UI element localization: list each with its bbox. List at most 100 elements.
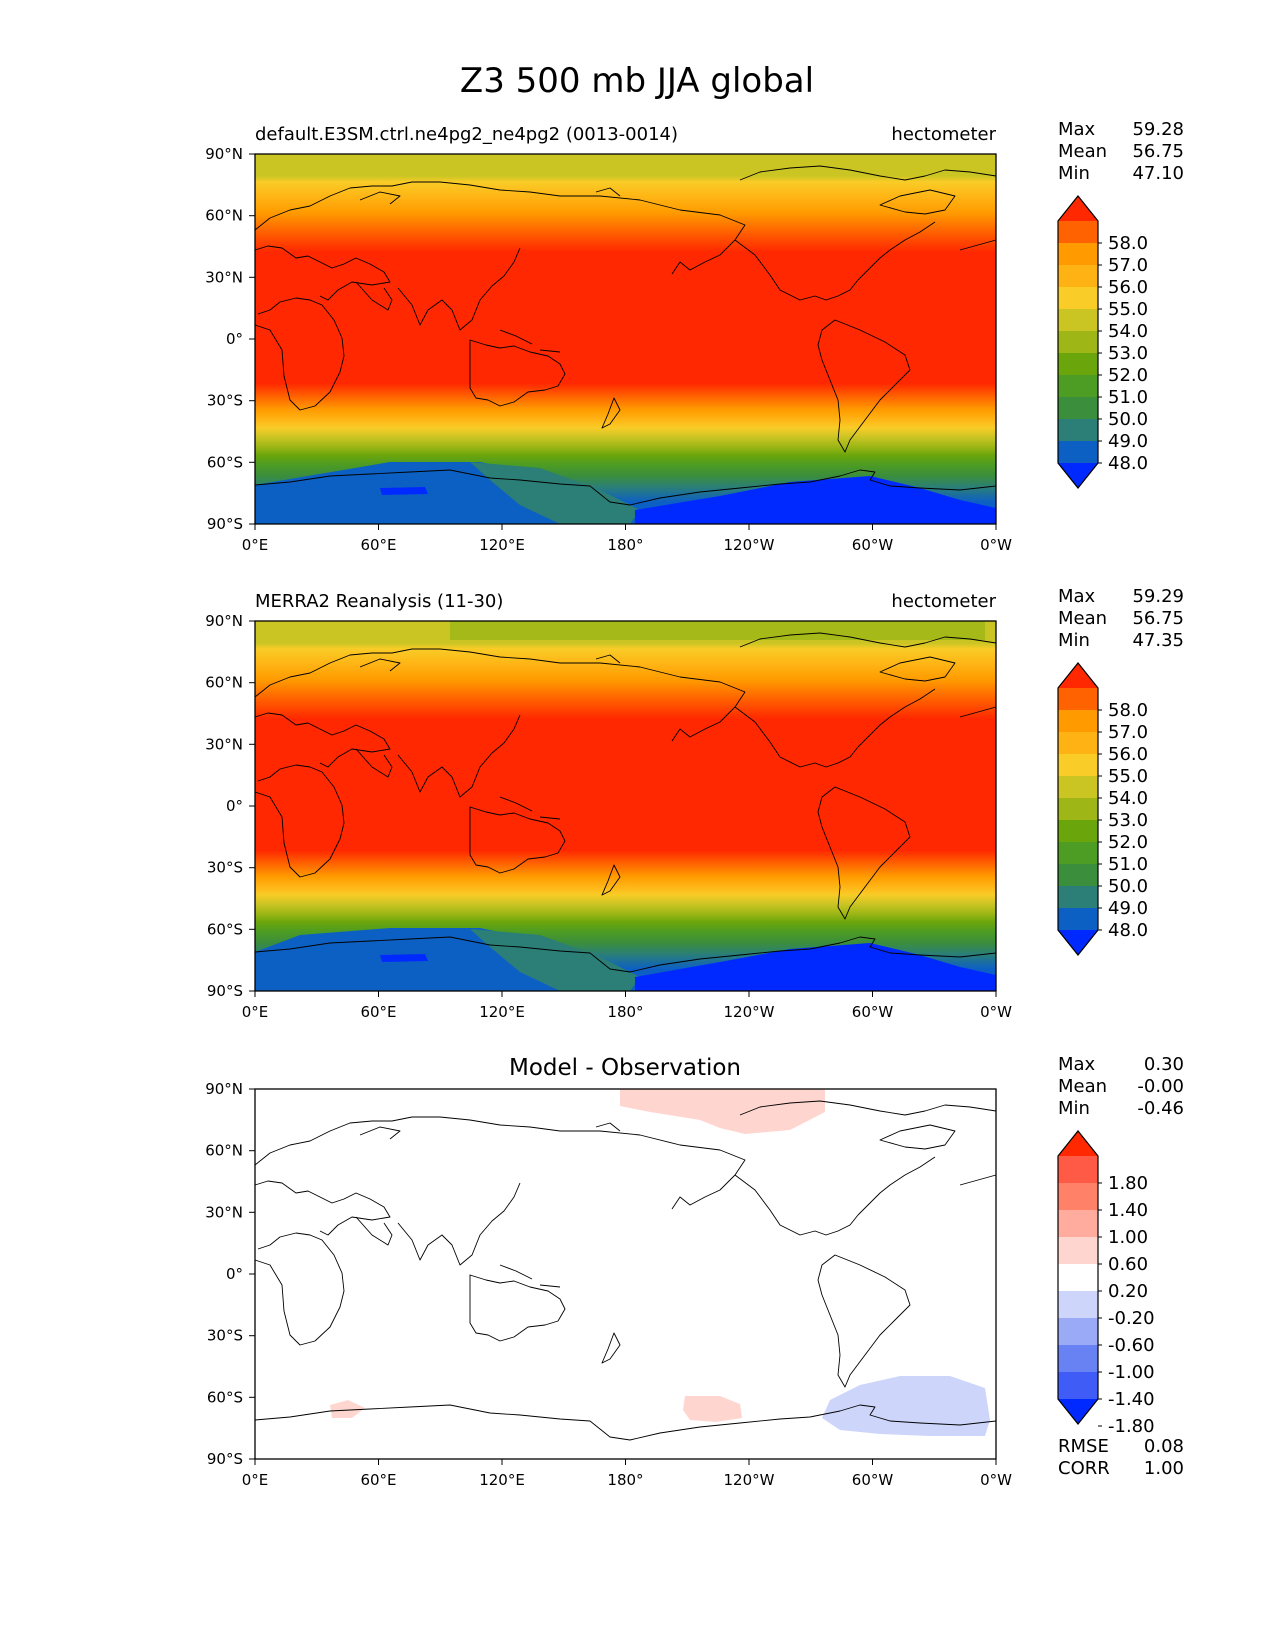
lat-tick-label: 30°S bbox=[207, 392, 243, 410]
colorbar-label: 49.0 bbox=[1108, 898, 1148, 919]
lon-tick-label: 60°W bbox=[852, 1471, 894, 1489]
lat-tick-label: 90°N bbox=[205, 612, 243, 630]
lat-tick-label: 90°S bbox=[207, 1450, 243, 1468]
colorbar-extend-bottom bbox=[1058, 930, 1098, 955]
lat-tick-label: 90°N bbox=[205, 145, 243, 163]
stat-value-corr: 1.00 bbox=[1144, 1458, 1184, 1479]
lon-tick-label: 0°W bbox=[980, 536, 1012, 554]
stat-label-min: Min bbox=[1058, 630, 1090, 651]
stat-label-mean: Mean bbox=[1058, 1076, 1107, 1097]
colorbar-label: 50.0 bbox=[1108, 409, 1148, 430]
colorbar-label: 55.0 bbox=[1108, 766, 1148, 787]
stat-value-rmse: 0.08 bbox=[1144, 1436, 1184, 1457]
lat-tick-label: 0° bbox=[226, 1265, 243, 1283]
colorbar-label: 49.0 bbox=[1108, 431, 1148, 452]
colorbar-label: 51.0 bbox=[1108, 387, 1148, 408]
panel-units-obs: hectometer bbox=[891, 591, 996, 612]
panel-obs: MERRA2 Reanalysis (11-30) hectometer bbox=[205, 586, 1184, 1021]
colorbar-segment bbox=[1058, 842, 1098, 865]
stat-value-max: 59.29 bbox=[1132, 586, 1184, 607]
stat-label-corr: CORR bbox=[1058, 1458, 1110, 1479]
stat-label-mean: Mean bbox=[1058, 141, 1107, 162]
lat-tick-label: 0° bbox=[226, 330, 243, 348]
stat-label-min: Min bbox=[1058, 1098, 1090, 1119]
stat-value-mean: 56.75 bbox=[1132, 141, 1184, 162]
stat-value-min: 47.35 bbox=[1132, 630, 1184, 651]
colorbar-label: 52.0 bbox=[1108, 365, 1148, 386]
colorbar-label: 54.0 bbox=[1108, 788, 1148, 809]
colorbar-label: 58.0 bbox=[1108, 233, 1148, 254]
colorbar-segment bbox=[1058, 353, 1098, 376]
lat-tick-label: 0° bbox=[226, 797, 243, 815]
panel-title-obs: MERRA2 Reanalysis (11-30) bbox=[255, 591, 503, 612]
stat-label-mean: Mean bbox=[1058, 608, 1107, 629]
colorbar-segment bbox=[1058, 397, 1098, 420]
colorbar-label: 58.0 bbox=[1108, 700, 1148, 721]
colorbar-segment bbox=[1058, 1183, 1098, 1211]
panel-diff: Model - Observation bbox=[205, 1054, 1184, 1489]
lat-tick-label: 30°N bbox=[205, 268, 243, 286]
lon-tick-label: 0°W bbox=[980, 1003, 1012, 1021]
lon-tick-label: 120°W bbox=[724, 1471, 775, 1489]
lat-tick-label: 60°N bbox=[205, 207, 243, 225]
stat-value-min: 47.10 bbox=[1132, 163, 1184, 184]
lon-tick-label: 60°E bbox=[360, 1003, 396, 1021]
panel-title-diff: Model - Observation bbox=[509, 1055, 741, 1081]
panel-title-model: default.E3SM.ctrl.ne4pg2_ne4pg2 (0013-00… bbox=[255, 124, 678, 145]
lat-tick-label: 60°S bbox=[207, 453, 243, 471]
lon-tick-label: 120°W bbox=[724, 536, 775, 554]
lat-tick-label: 60°N bbox=[205, 1142, 243, 1160]
lon-tick-label: 0°E bbox=[242, 1003, 269, 1021]
lon-tick-label: 180° bbox=[607, 1471, 643, 1489]
colorbar-label: 52.0 bbox=[1108, 832, 1148, 853]
lon-tick-label: 120°W bbox=[724, 1003, 775, 1021]
colorbar-model: 58.057.056.055.054.053.052.051.050.049.0… bbox=[1057, 195, 1148, 489]
colorbar-label: -0.20 bbox=[1108, 1308, 1155, 1329]
lon-axis-diff: 0°E 60°E 120°E 180° 120°W 60°W 0°W bbox=[242, 1459, 1012, 1489]
stat-value-max: 59.28 bbox=[1132, 119, 1184, 140]
colorbar-segment bbox=[1058, 375, 1098, 398]
lon-tick-label: 180° bbox=[607, 1003, 643, 1021]
colorbar-segment bbox=[1058, 331, 1098, 354]
colorbar-segment bbox=[1058, 419, 1098, 442]
colorbar-segment bbox=[1058, 1237, 1098, 1265]
colorbar-segment bbox=[1058, 688, 1098, 711]
stat-value-mean: 56.75 bbox=[1132, 608, 1184, 629]
lat-tick-label: 90°S bbox=[207, 515, 243, 533]
panel-model: default.E3SM.ctrl.ne4pg2_ne4pg2 (0013-00… bbox=[205, 119, 1184, 554]
colorbar-label: 48.0 bbox=[1108, 920, 1148, 941]
colorbar-label: -1.40 bbox=[1108, 1389, 1155, 1410]
colorbar-segment bbox=[1058, 1291, 1098, 1319]
lon-axis-model: 0°E 60°E 120°E 180° 120°W 60°W 0°W bbox=[242, 524, 1012, 554]
lon-tick-label: 60°E bbox=[360, 1471, 396, 1489]
colorbar-extend-top bbox=[1058, 663, 1098, 688]
colorbar-label: 48.0 bbox=[1108, 453, 1148, 474]
colorbar-segment bbox=[1058, 243, 1098, 266]
lat-axis-diff: 90°N 60°N 30°N 0° 30°S 60°S 90°S bbox=[205, 1080, 255, 1468]
lat-tick-label: 30°S bbox=[207, 859, 243, 877]
colorbar-label: 56.0 bbox=[1108, 277, 1148, 298]
colorbar-segment bbox=[1058, 820, 1098, 843]
stat-value-max: 0.30 bbox=[1144, 1054, 1184, 1075]
lat-tick-label: 30°N bbox=[205, 735, 243, 753]
stat-value-mean: -0.00 bbox=[1137, 1076, 1184, 1097]
stats-obs: Max 59.29 Mean 56.75 Min 47.35 bbox=[1058, 586, 1184, 651]
colorbar-segment bbox=[1058, 798, 1098, 821]
map-field-obs bbox=[255, 621, 996, 991]
colorbar-label: 57.0 bbox=[1108, 722, 1148, 743]
colorbar-extend-bottom bbox=[1058, 463, 1098, 488]
colorbar-segment bbox=[1058, 309, 1098, 332]
colorbar-label: 53.0 bbox=[1108, 810, 1148, 831]
colorbar-segment bbox=[1058, 287, 1098, 310]
colorbar-label: 57.0 bbox=[1108, 255, 1148, 276]
colorbar-segment bbox=[1058, 221, 1098, 244]
lat-tick-label: 90°S bbox=[207, 982, 243, 1000]
colorbar-segment bbox=[1058, 864, 1098, 887]
colorbar-label: 55.0 bbox=[1108, 299, 1148, 320]
colorbar-segment bbox=[1058, 1318, 1098, 1346]
stat-label-max: Max bbox=[1058, 1054, 1096, 1075]
lat-tick-label: 90°N bbox=[205, 1080, 243, 1098]
colorbar-segment bbox=[1058, 886, 1098, 909]
stat-value-min: -0.46 bbox=[1137, 1098, 1184, 1119]
lon-tick-label: 120°E bbox=[479, 1003, 525, 1021]
